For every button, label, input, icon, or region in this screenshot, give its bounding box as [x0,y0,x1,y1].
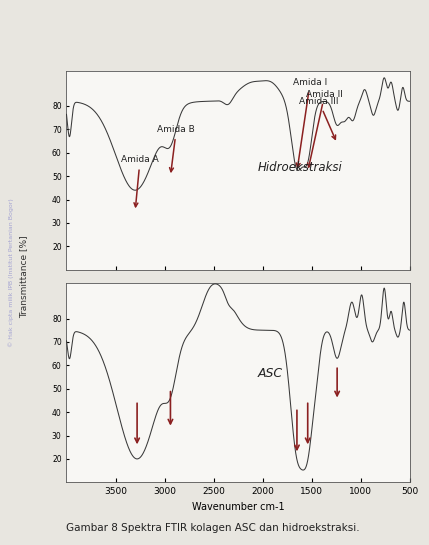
Text: Amida I: Amida I [293,78,327,167]
Text: Transmittance [%]: Transmittance [%] [19,235,28,318]
Text: Amida III: Amida III [299,97,338,140]
Text: Amida B: Amida B [157,125,195,172]
Text: Hidroekstraksi: Hidroekstraksi [258,161,342,174]
Text: Amida II: Amida II [306,90,343,167]
Text: Gambar 8 Spektra FTIR kolagen ASC dan hidroekstraksi.: Gambar 8 Spektra FTIR kolagen ASC dan hi… [66,523,360,534]
X-axis label: Wavenumber cm-1: Wavenumber cm-1 [192,502,284,512]
Text: © Hak cipta milik IPB (Institut Pertanian Bogor): © Hak cipta milik IPB (Institut Pertania… [8,198,14,347]
Text: Amida A: Amida A [121,155,159,207]
Text: ASC: ASC [258,367,283,380]
